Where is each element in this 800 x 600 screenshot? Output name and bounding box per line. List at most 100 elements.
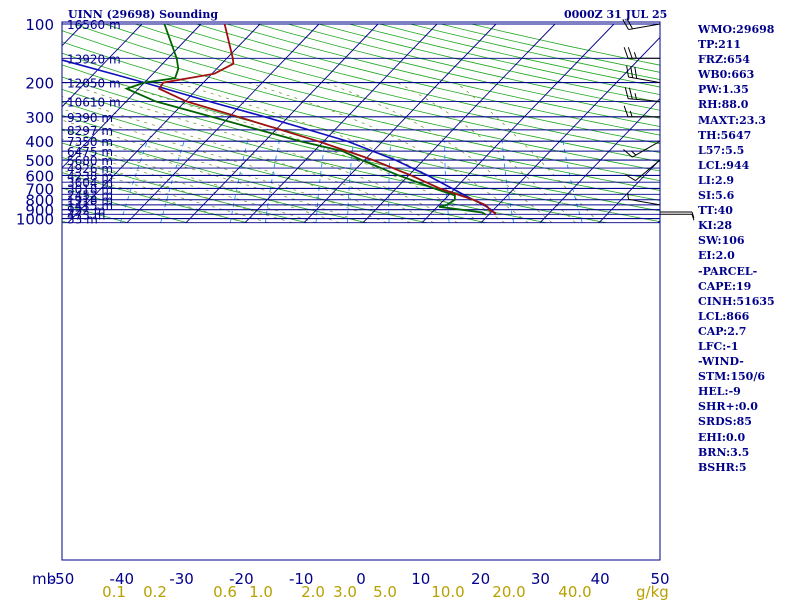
index-row: LCL:866 bbox=[698, 309, 750, 323]
wind-barb-feather bbox=[626, 18, 634, 30]
moist-adiabat bbox=[62, 147, 316, 224]
mixing-ratio-labels: 0.1 0.2 0.6 1.0 2.0 3.0 5.0 10.0 20.0 40.0 g/kg bbox=[102, 583, 669, 600]
mixing-ratio-label: 0.1 bbox=[102, 583, 126, 600]
height-label: 12050 m bbox=[67, 77, 121, 91]
index-row: SRDS:85 bbox=[698, 415, 752, 429]
sounding-time: 0000Z 31 JUL 25 bbox=[564, 8, 668, 21]
wind-barb bbox=[623, 140, 661, 158]
wind-barb-feather bbox=[623, 47, 629, 59]
temperature-tick-label: -20 bbox=[229, 570, 254, 588]
wind-barb bbox=[623, 47, 660, 59]
moist-adiabat bbox=[62, 129, 364, 224]
height-label: 9390 m bbox=[67, 111, 113, 125]
isotherm bbox=[539, 97, 660, 224]
mixing-ratio-label: 0.6 bbox=[213, 583, 237, 600]
index-row: LI:2.9 bbox=[698, 173, 735, 187]
dry-adiabat bbox=[62, 142, 367, 224]
height-label: 5680 m bbox=[67, 154, 113, 168]
dry-adiabat bbox=[135, 23, 660, 154]
pressure-tick-label: 600 bbox=[25, 167, 54, 185]
profile-layer bbox=[62, 23, 497, 216]
dry-adiabat bbox=[62, 114, 487, 224]
dry-adiabat bbox=[62, 101, 547, 224]
wind-barb-feather bbox=[630, 66, 634, 78]
mixing-ratio-label: 40.0 bbox=[558, 583, 591, 600]
dry-adiabat bbox=[62, 157, 308, 224]
mixing-ratio-label: 20.0 bbox=[492, 583, 525, 600]
dry-adiabat bbox=[62, 52, 660, 201]
height-label: 8297 m bbox=[67, 124, 113, 138]
dry-adiabat bbox=[62, 41, 660, 191]
wind-barb-feather bbox=[623, 149, 633, 158]
mixing-ratio-label: 3.0 bbox=[333, 583, 357, 600]
temperature-tick-label: 30 bbox=[531, 570, 550, 588]
mixing-ratio-label: 10.0 bbox=[431, 583, 464, 600]
index-row: EHI:0.0 bbox=[698, 430, 746, 444]
mixing-ratio-line bbox=[315, 141, 326, 223]
wind-barb bbox=[627, 192, 661, 206]
wind-barb-shaft bbox=[628, 98, 661, 102]
temperature-tick-label: -50 bbox=[50, 570, 75, 588]
wind-barb-feather bbox=[627, 47, 633, 59]
index-row: FRZ:654 bbox=[698, 53, 751, 67]
wind-barbs bbox=[622, 18, 695, 221]
index-row: L57:5.5 bbox=[698, 143, 745, 157]
index-row: WB0:663 bbox=[698, 68, 755, 82]
index-row: KI:28 bbox=[698, 219, 733, 233]
dry-adiabat bbox=[62, 64, 660, 212]
index-row: RH:88.0 bbox=[698, 98, 749, 112]
wind-barb-feather bbox=[627, 192, 629, 200]
pressure-tick-label: 300 bbox=[25, 109, 54, 127]
moist-adiabat bbox=[455, 82, 600, 223]
height-label: 4238 m bbox=[67, 169, 113, 183]
dry-adiabat bbox=[0, 24, 8, 223]
temperature-tick-label: 10 bbox=[411, 570, 430, 588]
index-row: BSHR:5 bbox=[698, 460, 747, 474]
height-label: 13920 m bbox=[67, 52, 121, 66]
dry-adiabat bbox=[62, 203, 128, 224]
grid-layer bbox=[0, 23, 660, 224]
dry-adiabat bbox=[62, 187, 188, 224]
pressure-tick-label: 100 bbox=[25, 16, 54, 34]
moist-adiabat bbox=[397, 82, 576, 223]
temperature-tick-label: -40 bbox=[110, 570, 135, 588]
wind-barb-feather bbox=[630, 150, 637, 156]
wind-barb-shaft bbox=[632, 140, 661, 158]
dry-adiabat bbox=[257, 23, 660, 119]
index-row: SW:106 bbox=[698, 234, 745, 248]
wind-barb-feather bbox=[691, 211, 695, 219]
mixing-ratio-line bbox=[229, 141, 248, 223]
mixing-ratio-label: 5.0 bbox=[373, 583, 397, 600]
mixing-ratio-line bbox=[347, 141, 354, 223]
moist-adiabat bbox=[62, 169, 246, 224]
index-row: CAP:2.7 bbox=[698, 324, 747, 338]
moist-adiabat bbox=[62, 155, 293, 224]
height-label: 33 m bbox=[67, 213, 98, 227]
height-label: 10610 m bbox=[67, 95, 121, 109]
mixing-ratio-label: 2.0 bbox=[301, 583, 325, 600]
index-row: STM:150/6 bbox=[698, 370, 765, 384]
index-row: TH:5647 bbox=[698, 128, 752, 142]
index-row: -PARCEL- bbox=[698, 264, 758, 278]
pressure-tick-label: 700 bbox=[25, 180, 54, 198]
temperature-trace bbox=[157, 23, 497, 215]
isotherm bbox=[62, 23, 202, 169]
dry-adiabat bbox=[287, 23, 660, 111]
pressure-tick-label: 400 bbox=[25, 133, 54, 151]
wind-barb bbox=[625, 159, 661, 182]
height-label: 2452 m bbox=[67, 188, 113, 202]
dry-adiabat bbox=[62, 30, 660, 182]
isotherm bbox=[185, 23, 379, 224]
height-label: 932 m bbox=[67, 204, 105, 218]
moist-adiabat bbox=[62, 119, 387, 224]
moist-adiabat bbox=[64, 82, 458, 224]
index-row: MAXT:23.3 bbox=[698, 113, 766, 127]
wind-barb-feather bbox=[622, 19, 629, 30]
index-row: WMO:29698 bbox=[698, 23, 775, 36]
moist-adiabat bbox=[325, 82, 553, 223]
mixing-ratio-label: 1.0 bbox=[249, 583, 273, 600]
moist-adiabat bbox=[247, 82, 529, 223]
wind-barb-shaft bbox=[628, 76, 661, 84]
